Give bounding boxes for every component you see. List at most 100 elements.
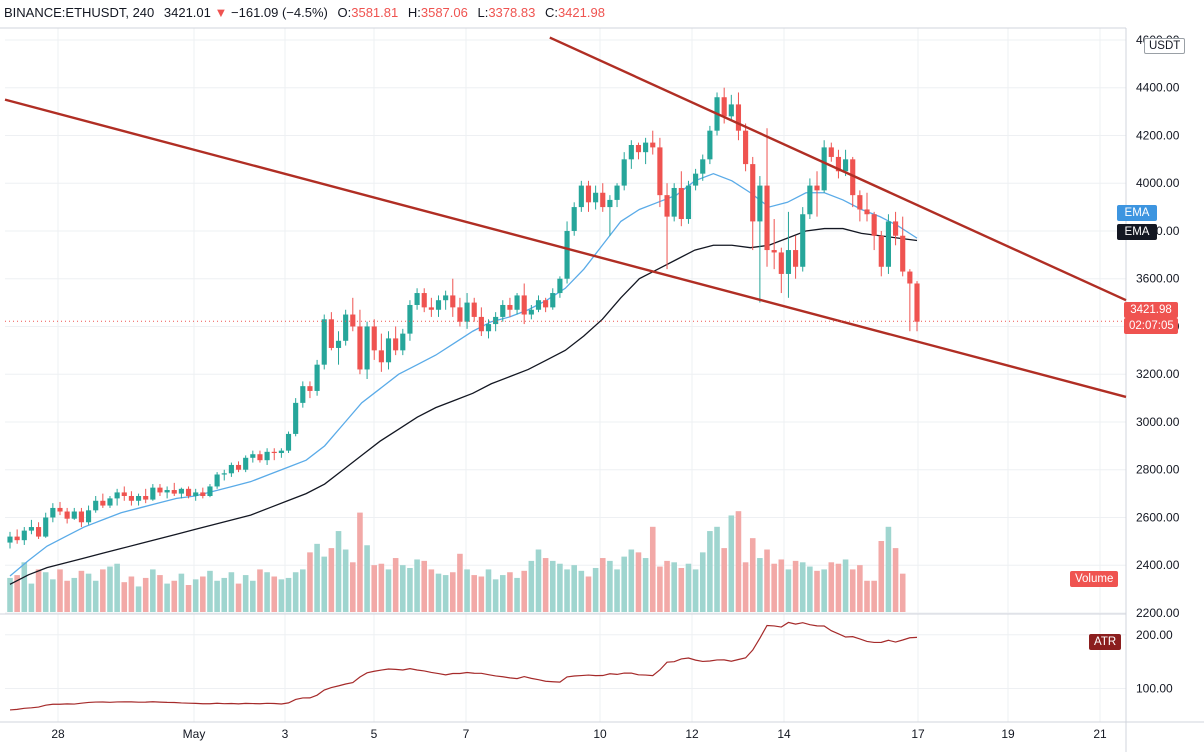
- candle-body: [707, 130, 713, 160]
- volume-bar: [371, 565, 378, 612]
- chart-header: BINANCE:ETHUSDT, 240 3421.01 ▼ −161.09 (…: [4, 5, 605, 20]
- candle-body: [785, 250, 792, 274]
- volume-bar: [42, 572, 49, 612]
- volume-bar: [442, 575, 449, 612]
- candle-body: [78, 511, 84, 523]
- volume-bar: [350, 562, 356, 612]
- candle-body: [43, 517, 49, 537]
- candle-body: [850, 159, 856, 196]
- candle-body: [607, 199, 613, 208]
- candle-body: [264, 451, 270, 461]
- candle-body: [21, 530, 27, 541]
- candle-body: [193, 492, 199, 496]
- volume-bar: [814, 570, 820, 612]
- volume-bar: [828, 562, 835, 612]
- candle-body: [14, 536, 20, 541]
- volume-bar: [185, 585, 192, 612]
- candle-body: [135, 496, 142, 501]
- volume-bar: [92, 580, 99, 612]
- volume-bar: [278, 579, 285, 612]
- volume-bar: [178, 573, 185, 612]
- candle-body: [907, 271, 913, 284]
- volume-bar: [578, 570, 585, 612]
- volume-bar: [678, 567, 685, 612]
- price-tick-label: 2800.00: [1136, 463, 1180, 477]
- volume-bar: [392, 558, 399, 612]
- volume-bar: [321, 556, 328, 612]
- candle-body: [314, 364, 320, 391]
- candle-body: [864, 209, 870, 215]
- volume-bar: [478, 576, 485, 612]
- candle-body: [528, 309, 534, 315]
- candle-body: [857, 195, 863, 210]
- volume-bar: [664, 560, 670, 612]
- volume-bar: [292, 572, 299, 612]
- candle-body: [471, 302, 477, 317]
- volume-bar: [207, 570, 213, 612]
- candle-body: [407, 304, 413, 334]
- volume-bar: [7, 577, 13, 612]
- volume-bar: [285, 577, 292, 612]
- volume-bar: [335, 531, 342, 612]
- volume-bar: [649, 526, 656, 612]
- candle-body: [178, 488, 184, 494]
- currency-tag[interactable]: USDT: [1144, 38, 1186, 54]
- volume-bar: [692, 569, 699, 612]
- candle-body: [307, 386, 313, 391]
- price-tick-label: 3000.00: [1136, 415, 1180, 429]
- volume-bar: [235, 583, 242, 612]
- candle-body: [578, 185, 584, 208]
- candle-body: [778, 252, 784, 274]
- candle-body: [757, 185, 763, 222]
- volume-bar: [749, 538, 756, 612]
- volume-bar: [549, 560, 556, 612]
- volume-bar: [400, 565, 406, 612]
- candle-body: [164, 490, 170, 493]
- candle-body: [643, 142, 649, 153]
- candle-body: [364, 326, 370, 370]
- volume-bar: [464, 569, 470, 612]
- candle-body: [250, 454, 256, 458]
- volume-bar: [142, 577, 149, 612]
- candle-body: [421, 293, 427, 308]
- time-tick-label: 14: [777, 727, 791, 741]
- low-value: 3378.83: [488, 5, 536, 20]
- time-tick-label: 12: [685, 727, 699, 741]
- candle-body: [543, 300, 549, 308]
- price-tick-label: 2200.00: [1136, 606, 1180, 620]
- candle-body: [621, 159, 627, 186]
- candle-body: [400, 333, 406, 351]
- volume-bar: [21, 562, 28, 612]
- volume-bar: [50, 579, 56, 612]
- candle-body: [771, 250, 777, 253]
- candle-body: [343, 314, 349, 341]
- volume-bar: [264, 572, 270, 612]
- volume-bar: [385, 569, 392, 612]
- candle-body: [357, 326, 363, 370]
- candle-body: [321, 319, 327, 365]
- candle-body: [628, 145, 634, 160]
- high-label: H:: [407, 5, 421, 20]
- volume-bar: [607, 560, 613, 612]
- candle-body: [650, 142, 656, 148]
- volume-bar: [271, 576, 278, 612]
- candle-body: [664, 195, 670, 217]
- price-tick-label: 4000.00: [1136, 176, 1180, 190]
- price-tick-label: 3200.00: [1136, 367, 1180, 381]
- volume-bar: [342, 549, 349, 612]
- volume-bar: [557, 563, 563, 612]
- candle-body: [678, 187, 684, 220]
- candle-body: [593, 192, 599, 203]
- volume-bar: [671, 562, 677, 612]
- candle-body: [328, 319, 334, 348]
- volume-bar: [799, 562, 806, 612]
- candle-body: [143, 496, 149, 500]
- volume-bar: [614, 569, 620, 612]
- volume-bar: [728, 515, 735, 612]
- candle-body: [228, 464, 234, 474]
- volume-bar: [57, 569, 63, 612]
- symbol-label[interactable]: BINANCE:ETHUSDT, 240: [4, 5, 155, 20]
- time-tick-label: May: [183, 727, 206, 741]
